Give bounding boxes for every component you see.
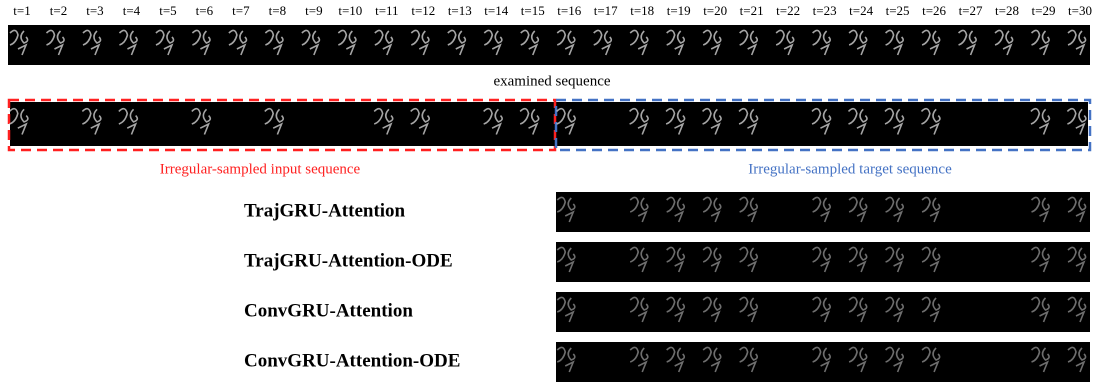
time-label: t=10 (338, 3, 362, 18)
time-label: t=27 (959, 3, 983, 18)
time-label: t=19 (667, 3, 691, 18)
target-caption: Irregular-sampled target sequence (748, 161, 952, 177)
time-label: t=30 (1068, 3, 1092, 18)
time-label: t=2 (50, 3, 67, 18)
time-label: t=12 (411, 3, 435, 18)
time-label: t=20 (703, 3, 727, 18)
time-label: t=22 (776, 3, 800, 18)
time-label: t=23 (813, 3, 837, 18)
time-labels: t=1 t=2 t=3 t=4 t=5 t=6 t=7 t=8 t=9 t=10 t=11 t=12 t… (13, 3, 1092, 18)
time-label: t=24 (849, 3, 873, 18)
examined-caption: examined sequence (493, 73, 610, 89)
time-label: t=25 (886, 3, 910, 18)
time-label: t=9 (305, 3, 322, 18)
figure: t=1 t=2 t=3 t=4 t=5 t=6 t=7 t=8 t=9 t=10 t=11 t=12 t… (0, 0, 1093, 386)
model-rows: TrajGRU-Attention TrajGRU-Attention-ODE Co… (244, 192, 1090, 382)
time-label: t=4 (123, 3, 141, 18)
time-label: t=7 (232, 3, 250, 18)
time-label: t=11 (375, 3, 398, 18)
time-label: t=28 (995, 3, 1019, 18)
time-label: t=29 (1032, 3, 1056, 18)
time-label: t=21 (740, 3, 764, 18)
model-name: TrajGRU-Attention (244, 200, 406, 221)
time-label: t=8 (269, 3, 286, 18)
time-label: t=16 (557, 3, 581, 18)
time-label: t=6 (196, 3, 214, 18)
model-name: TrajGRU-Attention-ODE (244, 250, 453, 271)
model-name: ConvGRU-Attention-ODE (244, 350, 460, 371)
time-label: t=26 (922, 3, 946, 18)
time-label: t=5 (159, 3, 176, 18)
time-label: t=14 (484, 3, 508, 18)
input-caption: Irregular-sampled input sequence (160, 161, 361, 177)
time-label: t=3 (86, 3, 103, 18)
time-label: t=18 (630, 3, 654, 18)
time-label: t=17 (594, 3, 618, 18)
model-name: ConvGRU-Attention (244, 300, 413, 321)
time-label: t=1 (13, 3, 30, 18)
time-label: t=13 (448, 3, 472, 18)
time-label: t=15 (521, 3, 545, 18)
